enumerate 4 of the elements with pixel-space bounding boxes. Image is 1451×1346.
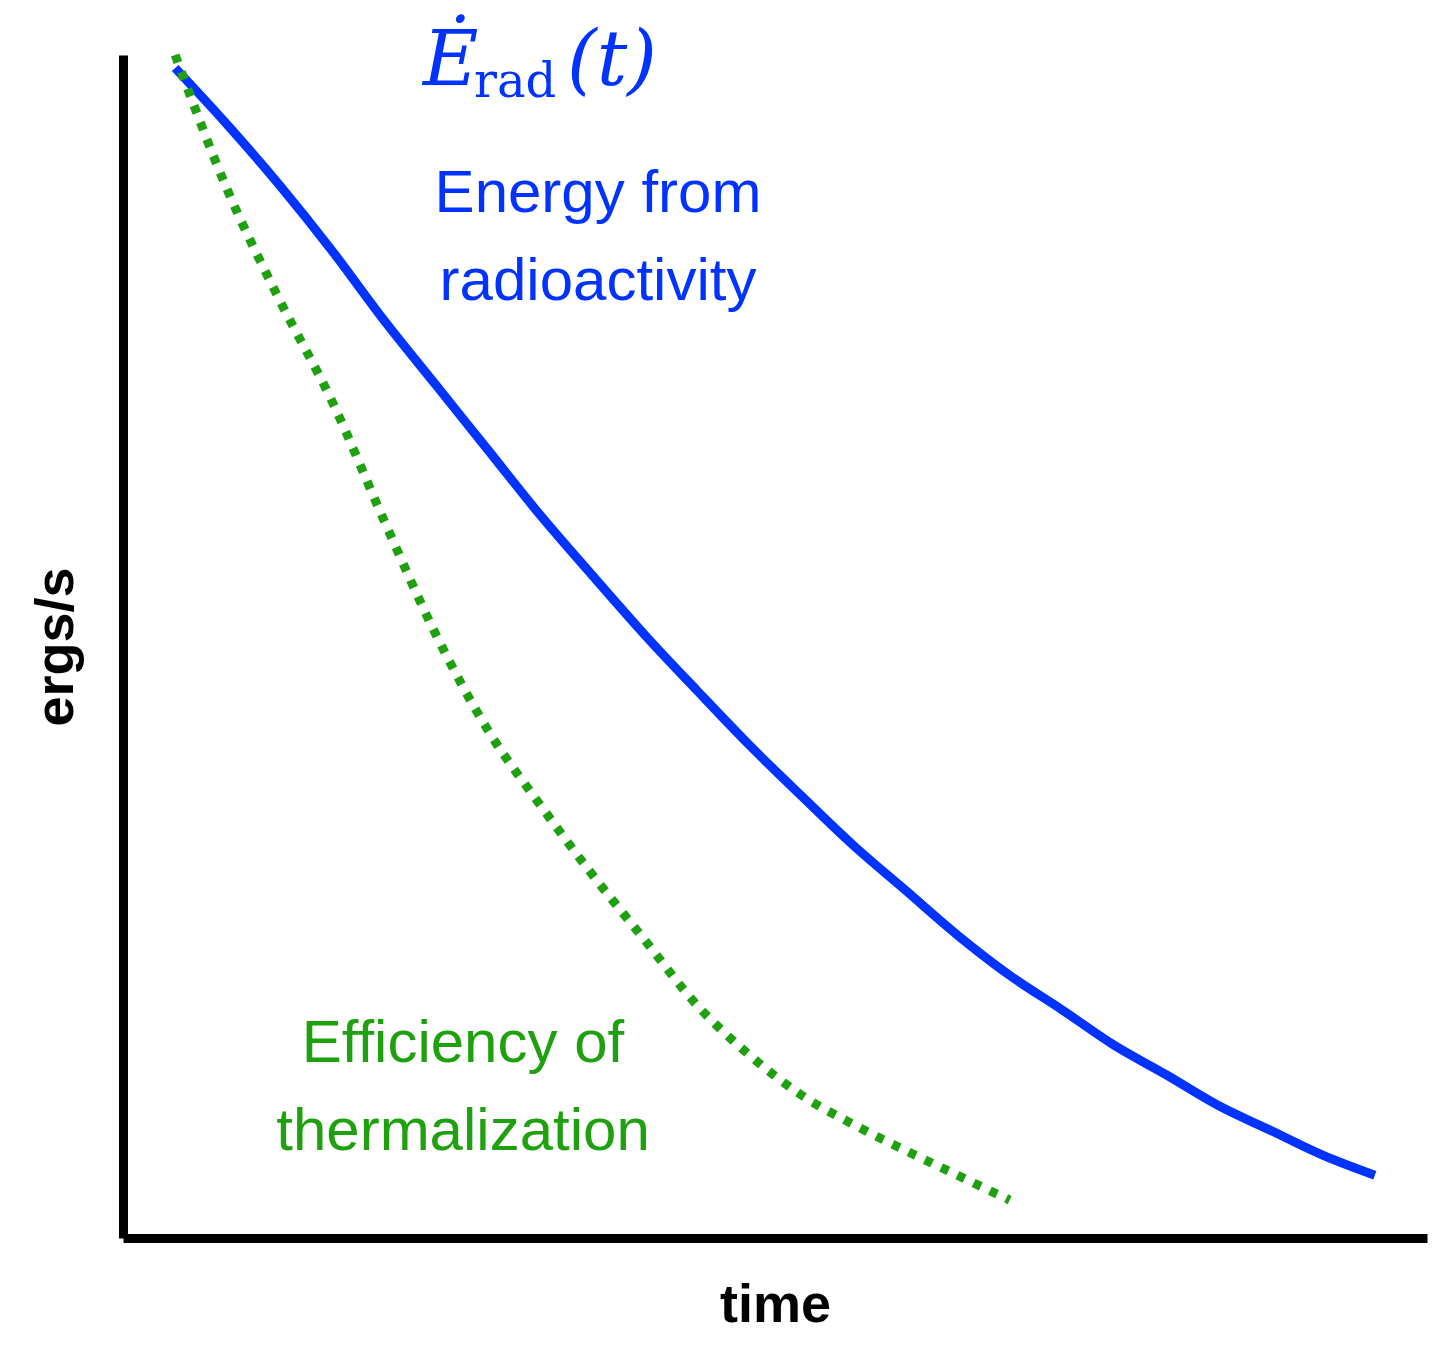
- series-label: Efficiency of thermalization: [276, 1008, 650, 1163]
- series-label: Energy from radioactivity: [434, 158, 762, 313]
- x-axis-title: time: [719, 1272, 832, 1333]
- y-axis-title: ergs/s: [23, 567, 84, 727]
